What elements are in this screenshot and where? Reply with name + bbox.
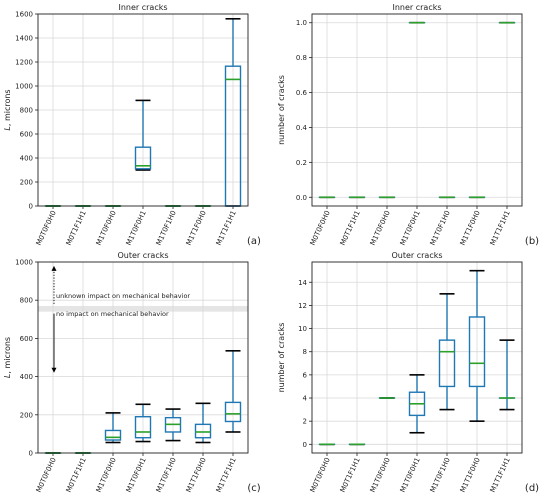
y-axis-label: L, microns (3, 337, 12, 378)
y-tick-label: 2 (303, 418, 307, 426)
y-tick-label: 600 (20, 335, 33, 343)
y-tick-label: 0.4 (296, 124, 308, 132)
y-axis-label: number of cracks (277, 75, 286, 145)
x-tick-label: M1T0F1H0 (155, 456, 178, 493)
y-tick-label: 6 (303, 371, 308, 379)
arrow-up-icon (51, 265, 57, 271)
panel-title: Outer cracks (391, 251, 442, 260)
x-tick-label: M1T0F0H1 (399, 456, 422, 493)
plot-frame (37, 13, 249, 207)
x-tick-label: M1T0F0H0 (95, 209, 118, 246)
x-tick-label: M1T1F1H1 (489, 456, 512, 493)
y-tick-label: 1600 (15, 11, 33, 19)
box-iqr (224, 401, 242, 423)
y-tick-label: 0 (29, 203, 33, 211)
panel-letter: (c) (247, 483, 260, 494)
x-tick-label: M0T1F1H1 (339, 456, 362, 493)
y-tick-label: 12 (298, 302, 307, 310)
y-tick-label: 400 (20, 155, 33, 163)
box-M1T1F0H0 (194, 402, 212, 444)
annotation-unknown-impact: unknown impact on mechanical behavior (56, 292, 190, 300)
y-tick-label: 0.6 (296, 89, 308, 97)
plot-frame (311, 261, 523, 454)
panel-letter: (d) (525, 483, 539, 494)
x-tick-label: M1T1F1H1 (215, 456, 238, 493)
box-M1T0F0H1 (134, 99, 152, 171)
y-tick-label: 1.0 (296, 19, 307, 27)
y-tick-label: 800 (20, 107, 33, 115)
x-tick-label: M1T0F0H0 (369, 209, 392, 246)
y-axis-label: number of cracks (277, 323, 286, 393)
y-tick-label: 1000 (15, 83, 33, 91)
box-iqr (104, 429, 122, 441)
x-tick-label: M1T0F1H0 (429, 456, 452, 493)
panel-title: Inner cracks (392, 3, 441, 12)
x-tick-label: M0T0F0H0 (309, 209, 332, 246)
box-M1T0F1H0 (164, 408, 182, 442)
y-tick-label: 0 (303, 441, 307, 449)
y-axis-label: L, microns (3, 89, 12, 130)
x-tick-label: M1T1F0H0 (185, 209, 208, 246)
y-tick-label: 0.8 (296, 54, 307, 62)
box-iqr (438, 339, 456, 388)
panel-letter: (b) (525, 236, 539, 247)
x-tick-label: M1T0F0H1 (125, 456, 148, 493)
arrow-down-icon (51, 367, 57, 373)
x-tick-label: M1T1F1H1 (215, 209, 238, 246)
y-tick-label: 0.0 (296, 194, 307, 202)
x-tick-label: M1T1F0H0 (185, 456, 208, 493)
x-tick-label: M1T1F0H0 (459, 456, 482, 493)
panel-4: 0 2 4 6 8 10 12 14 M0T0F0H0 M0T1F1H1 M1T0F0H0 M1T0F… (277, 251, 539, 494)
y-tick-label: 10 (298, 325, 307, 333)
plot-frame (37, 261, 249, 454)
panel-3: 0 200 400 600 800 1000 M0T0F0H0 M0T1F1H1 M1T0F0H… (3, 251, 261, 494)
box-M1T0F0H0 (104, 412, 122, 444)
panel-1: 0 200 400 600 800 1000 1200 1400 1600 M0T0F0H0 M0T… (3, 3, 261, 247)
x-tick-label: M1T1F1H1 (489, 209, 512, 246)
y-tick-label: 8 (303, 348, 307, 356)
y-tick-label: 14 (298, 279, 307, 287)
plot-frame (311, 13, 523, 207)
box-M1T1F1H1 (498, 339, 516, 411)
box-iqr (134, 416, 152, 439)
x-tick-label: M0T0F0H0 (35, 456, 58, 493)
x-tick-label: M0T1F1H1 (339, 209, 362, 246)
box-iqr (468, 316, 486, 388)
y-tick-label: 1400 (15, 35, 33, 43)
y-tick-label: 600 (20, 131, 33, 139)
panel-title: Outer cracks (117, 251, 168, 260)
y-tick-label: 0 (29, 450, 33, 458)
y-tick-label: 200 (20, 411, 33, 419)
panel-title: Inner cracks (118, 3, 167, 12)
y-tick-label: 1200 (15, 59, 33, 67)
y-tick-label: 200 (20, 179, 33, 187)
box-M1T0F0H1 (408, 374, 426, 434)
x-tick-label: M1T0F0H1 (125, 209, 148, 246)
x-tick-label: M0T1F1H1 (65, 456, 88, 493)
box-iqr (194, 423, 212, 439)
x-tick-label: M1T0F1H0 (155, 209, 178, 246)
y-tick-label: 1000 (15, 259, 33, 267)
box-M1T1F0H0 (468, 269, 486, 422)
x-tick-label: M0T1F1H1 (65, 209, 88, 246)
x-tick-label: M0T0F0H0 (35, 209, 58, 246)
x-tick-label: M1T0F0H1 (399, 209, 422, 246)
x-tick-label: M1T0F0H0 (95, 456, 118, 493)
box-M1T0F0H1 (134, 403, 152, 443)
y-tick-label: 0.2 (296, 159, 307, 167)
x-tick-label: M1T0F1H0 (429, 209, 452, 246)
y-tick-label: 800 (20, 297, 33, 305)
x-tick-label: M1T1F0H0 (459, 209, 482, 246)
panel-2: 0.0 0.2 0.4 0.6 0.8 1.0 M0T0F0H0 M0T1F1H1 M1T0F0… (277, 3, 539, 247)
y-tick-label: 4 (303, 395, 308, 403)
panel-letter: (a) (247, 236, 261, 247)
box-M1T1F1H1 (224, 350, 242, 433)
annotation-no-impact: no impact on mechanical behavior (56, 310, 169, 318)
x-tick-label: M0T0F0H0 (309, 456, 332, 493)
box-M1T0F1H0 (438, 293, 456, 411)
x-tick-label: M1T0F0H0 (369, 456, 392, 493)
y-tick-label: 400 (20, 373, 33, 381)
box-iqr (134, 146, 152, 170)
